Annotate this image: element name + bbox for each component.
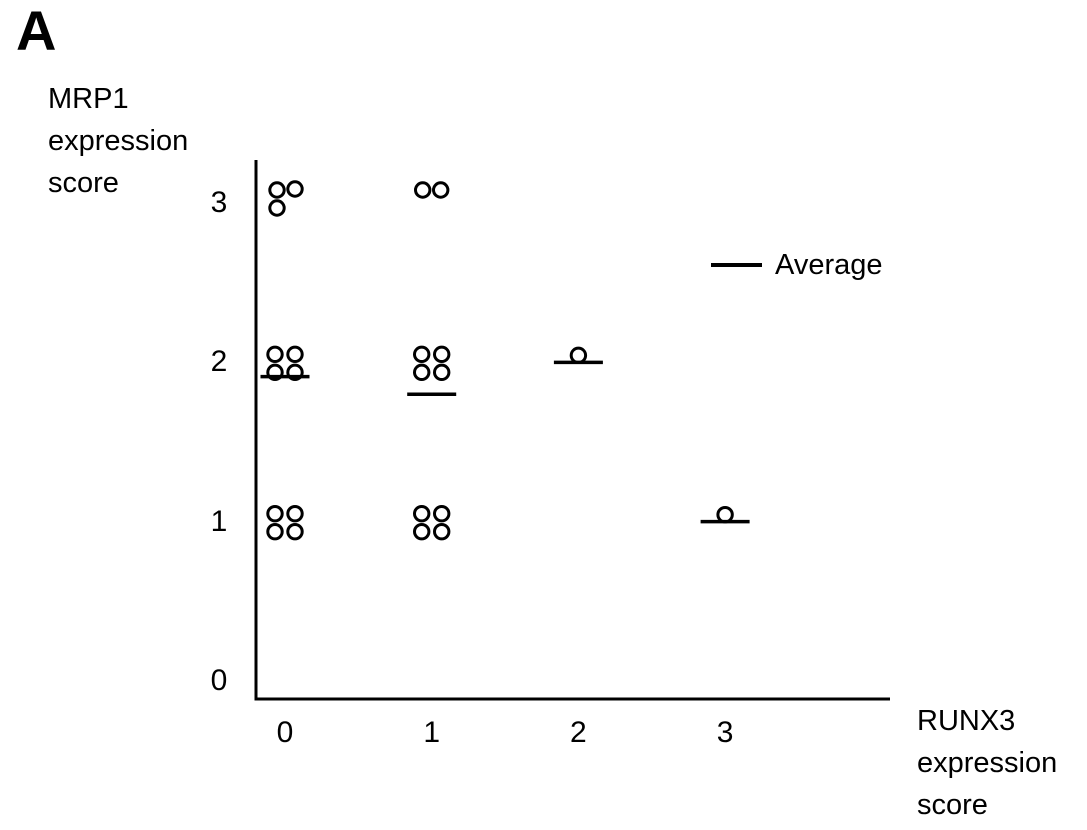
x-tick-label: 1	[423, 716, 441, 749]
data-point	[286, 180, 304, 198]
data-point	[433, 363, 451, 382]
data-point	[414, 181, 432, 199]
data-point	[433, 345, 451, 364]
y-tick-label: 0	[210, 664, 228, 697]
y-tick-label: 1	[210, 504, 228, 538]
data-point	[268, 199, 286, 217]
data-point	[413, 522, 431, 541]
x-tick-label: 2	[570, 716, 587, 749]
x-axis-title: RUNX3 expression score	[917, 705, 1058, 821]
data-point	[266, 504, 284, 523]
x-tick-label: 0	[276, 716, 294, 749]
y-tick-label: 3	[210, 186, 228, 219]
y-axis-title: MRP1 expression score	[48, 83, 189, 199]
x-tick-label: 3	[716, 716, 734, 749]
y-tick-label: 2	[210, 345, 228, 379]
data-point	[286, 522, 304, 541]
data-point	[569, 346, 588, 365]
data-point	[286, 345, 304, 364]
average-line-icon	[711, 263, 762, 267]
data-point	[413, 345, 431, 364]
data-point	[433, 522, 451, 541]
data-point	[266, 345, 284, 364]
data-point	[413, 363, 431, 382]
data-point	[716, 505, 734, 524]
panel-label: A	[16, 0, 57, 62]
data-point	[268, 181, 286, 199]
data-point	[432, 181, 450, 199]
legend-label: Average	[775, 248, 883, 281]
legend: Average	[711, 247, 883, 283]
data-point	[413, 504, 431, 523]
data-point	[433, 504, 451, 523]
data-point	[286, 504, 304, 523]
data-point	[266, 522, 284, 541]
